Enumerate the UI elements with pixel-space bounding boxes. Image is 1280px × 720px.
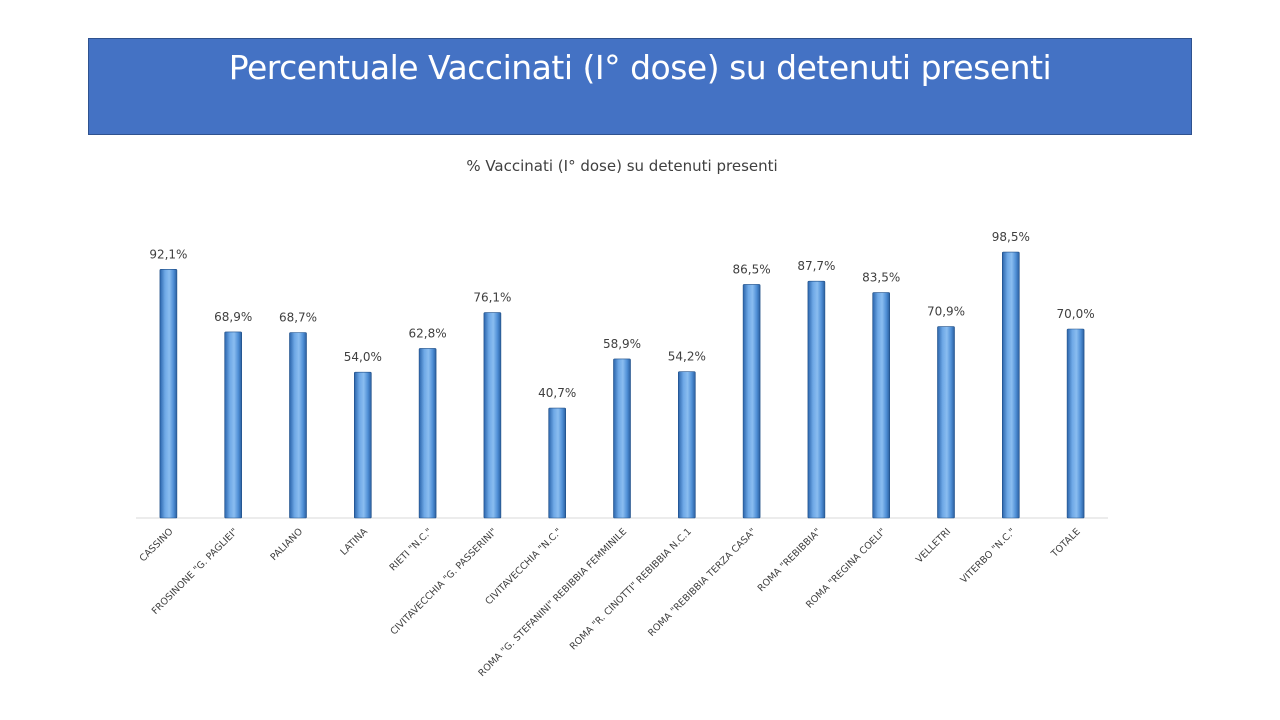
category-label: ROMA "REBIBBIA" — [756, 526, 824, 594]
bar — [1066, 328, 1085, 519]
bar — [483, 312, 502, 519]
data-label: 68,9% — [214, 310, 252, 324]
bar — [807, 280, 826, 519]
data-label: 54,2% — [668, 350, 706, 364]
data-label: 58,9% — [603, 337, 641, 351]
bar — [1001, 251, 1020, 519]
data-label: 98,5% — [992, 230, 1030, 244]
category-label: ROMA "REBIBBIA TERZA CASA" — [646, 526, 758, 638]
data-label: 68,7% — [279, 311, 317, 325]
category-label: ROMA "R. CINOTTI" REBIBBIA N.C.1 — [568, 526, 694, 652]
data-label: 62,8% — [409, 326, 447, 340]
category-label: TOTALE — [1049, 526, 1083, 560]
data-label: 70,9% — [927, 305, 965, 319]
bar — [548, 407, 567, 519]
category-label: CIVITAVECCHIA "G. PASSERINI" — [388, 526, 499, 637]
title-banner: Percentuale Vaccinati (I° dose) su deten… — [88, 38, 1192, 135]
data-label: 92,1% — [149, 247, 187, 261]
bar — [418, 348, 437, 519]
bar — [289, 332, 307, 519]
data-label: 87,7% — [797, 259, 835, 273]
bar — [613, 358, 631, 519]
bar — [224, 331, 242, 519]
category-label: VITERBO "N.C." — [958, 526, 1017, 585]
category-label: RIETI "N.C." — [388, 526, 435, 573]
category-label: CASSINO — [138, 526, 176, 564]
bar — [353, 371, 372, 519]
bar — [872, 292, 891, 519]
slide-title: Percentuale Vaccinati (I° dose) su deten… — [228, 48, 1052, 87]
bar — [937, 326, 955, 519]
category-label: PALIANO — [268, 526, 305, 563]
data-label: 86,5% — [733, 262, 771, 276]
category-label: ROMA "G. STEFANINI" REBIBBIA FEMMINILE — [476, 526, 629, 679]
category-label: VELLETRI — [914, 526, 953, 565]
data-label: 83,5% — [862, 271, 900, 285]
bar — [677, 371, 696, 519]
chart-title: % Vaccinati (I° dose) su detenuti presen… — [466, 157, 778, 175]
data-label: 40,7% — [538, 386, 576, 400]
bar — [742, 284, 761, 519]
data-label: 54,0% — [344, 350, 382, 364]
bar — [159, 269, 178, 519]
data-label: 70,0% — [1057, 307, 1095, 321]
category-label: LATINA — [338, 526, 370, 558]
data-label: 76,1% — [473, 291, 511, 305]
